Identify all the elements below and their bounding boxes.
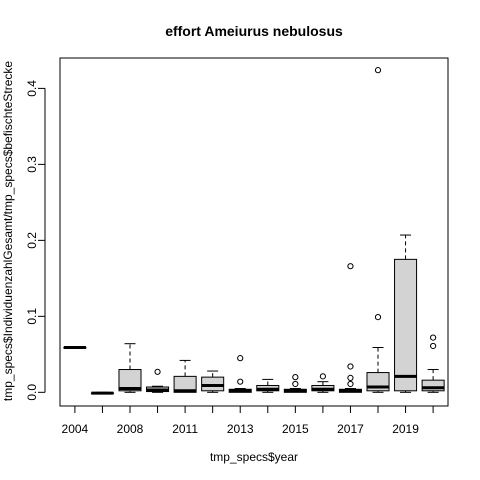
- box-2015: [283, 374, 307, 393]
- outlier-point: [374, 314, 382, 321]
- box-2004: [63, 345, 87, 349]
- y-tick-label: 0.0: [25, 384, 39, 401]
- box-2014: [256, 378, 280, 393]
- box-2008: [118, 343, 142, 393]
- x-axis-label: tmp_specs$year: [210, 450, 298, 464]
- y-tick-label: 0.2: [25, 232, 39, 249]
- box-iqr: [394, 258, 418, 392]
- chart-title: effort Ameiurus nebulosus: [165, 23, 343, 39]
- x-tick-label: 2019: [392, 422, 419, 436]
- outlier-point: [374, 67, 382, 74]
- boxes: [63, 67, 445, 395]
- box-2019: [394, 234, 418, 393]
- box-2009: [146, 368, 170, 393]
- box-2013: [228, 355, 252, 393]
- box-iqr: [201, 376, 225, 392]
- outlier-point: [292, 380, 299, 388]
- outlier-point: [292, 374, 299, 381]
- box-iqr: [118, 369, 142, 392]
- box-2020: [421, 334, 445, 393]
- box-2016: [311, 373, 335, 393]
- box-2012: [201, 370, 225, 393]
- outlier-point: [347, 374, 354, 381]
- outlier-point: [347, 263, 354, 270]
- x-tick-label: 2008: [117, 422, 144, 436]
- box-2007: [90, 391, 114, 395]
- outlier-point: [237, 355, 244, 362]
- x-tick-label: 2004: [62, 422, 89, 436]
- box-iqr: [173, 375, 197, 393]
- plot-frame: [59, 57, 449, 407]
- box-2018: [366, 67, 390, 393]
- outlier-point: [430, 342, 437, 350]
- outlier-point: [237, 378, 244, 385]
- outlier-point: [154, 368, 161, 375]
- y-tick-label: 0.1: [25, 308, 39, 325]
- y-axis-label: tmp_specs$IndividuenzahlGesamt/tmp_specs…: [1, 61, 15, 402]
- x-tick-label: 2011: [172, 422, 198, 436]
- y-axis: 0.0 0.1 0.2 0.3 0.4: [25, 80, 46, 401]
- x-tick-label: 2017: [337, 422, 364, 436]
- box-2011: [173, 359, 197, 393]
- box-2017: [338, 263, 362, 393]
- outlier-point: [319, 373, 326, 380]
- x-axis: 2004 2008 2011 2013 2015 2017 2019: [62, 405, 434, 436]
- y-tick-label: 0.3: [25, 156, 39, 173]
- x-tick-label: 2013: [227, 422, 254, 436]
- y-tick-label: 0.4: [25, 80, 39, 97]
- outlier-point: [347, 363, 354, 370]
- outlier-point: [347, 380, 354, 388]
- outlier-point: [430, 334, 437, 341]
- x-tick-label: 2015: [282, 422, 309, 436]
- box-iqr: [421, 379, 445, 392]
